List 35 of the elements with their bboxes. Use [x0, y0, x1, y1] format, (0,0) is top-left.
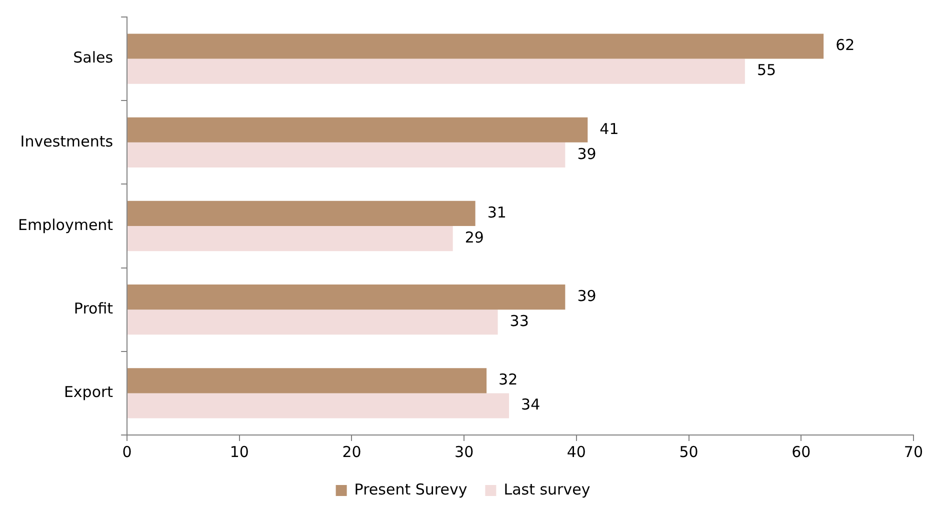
data-label: 33 — [510, 312, 529, 330]
x-tick-label: 20 — [342, 442, 362, 461]
bar — [128, 117, 588, 142]
data-label: 34 — [521, 396, 540, 414]
data-label: 41 — [600, 120, 619, 138]
x-tick-label: 10 — [230, 442, 249, 461]
bar — [128, 142, 566, 168]
y-tick-label: Sales — [73, 48, 114, 67]
y-tick-label: Profit — [74, 299, 114, 318]
data-label: 62 — [836, 36, 855, 54]
x-tick-label: 40 — [566, 442, 586, 461]
x-tick-label: 70 — [904, 442, 924, 461]
bar — [128, 368, 487, 394]
data-label: 32 — [498, 370, 518, 389]
bar — [128, 200, 476, 226]
bar — [128, 284, 566, 310]
data-label: 39 — [577, 286, 596, 305]
y-tick-label: Export — [64, 383, 114, 402]
bar — [128, 58, 745, 84]
x-tick-label: 0 — [122, 442, 132, 461]
data-label: 55 — [756, 61, 776, 80]
data-label: 39 — [577, 144, 596, 163]
y-tick-label: Employment — [18, 216, 114, 234]
data-label: 31 — [487, 203, 506, 222]
x-tick-label: 30 — [454, 442, 474, 461]
x-tick-label: 50 — [679, 442, 698, 461]
data-label: 29 — [464, 228, 484, 246]
bar — [128, 34, 824, 59]
x-tick-label: 60 — [792, 442, 811, 461]
legend-label: Present Surevy — [354, 480, 468, 498]
bar — [128, 393, 510, 418]
bar — [128, 226, 453, 252]
y-tick-label: Investments — [20, 132, 114, 150]
legend-label: Last survey — [504, 480, 590, 498]
bar — [128, 310, 498, 335]
